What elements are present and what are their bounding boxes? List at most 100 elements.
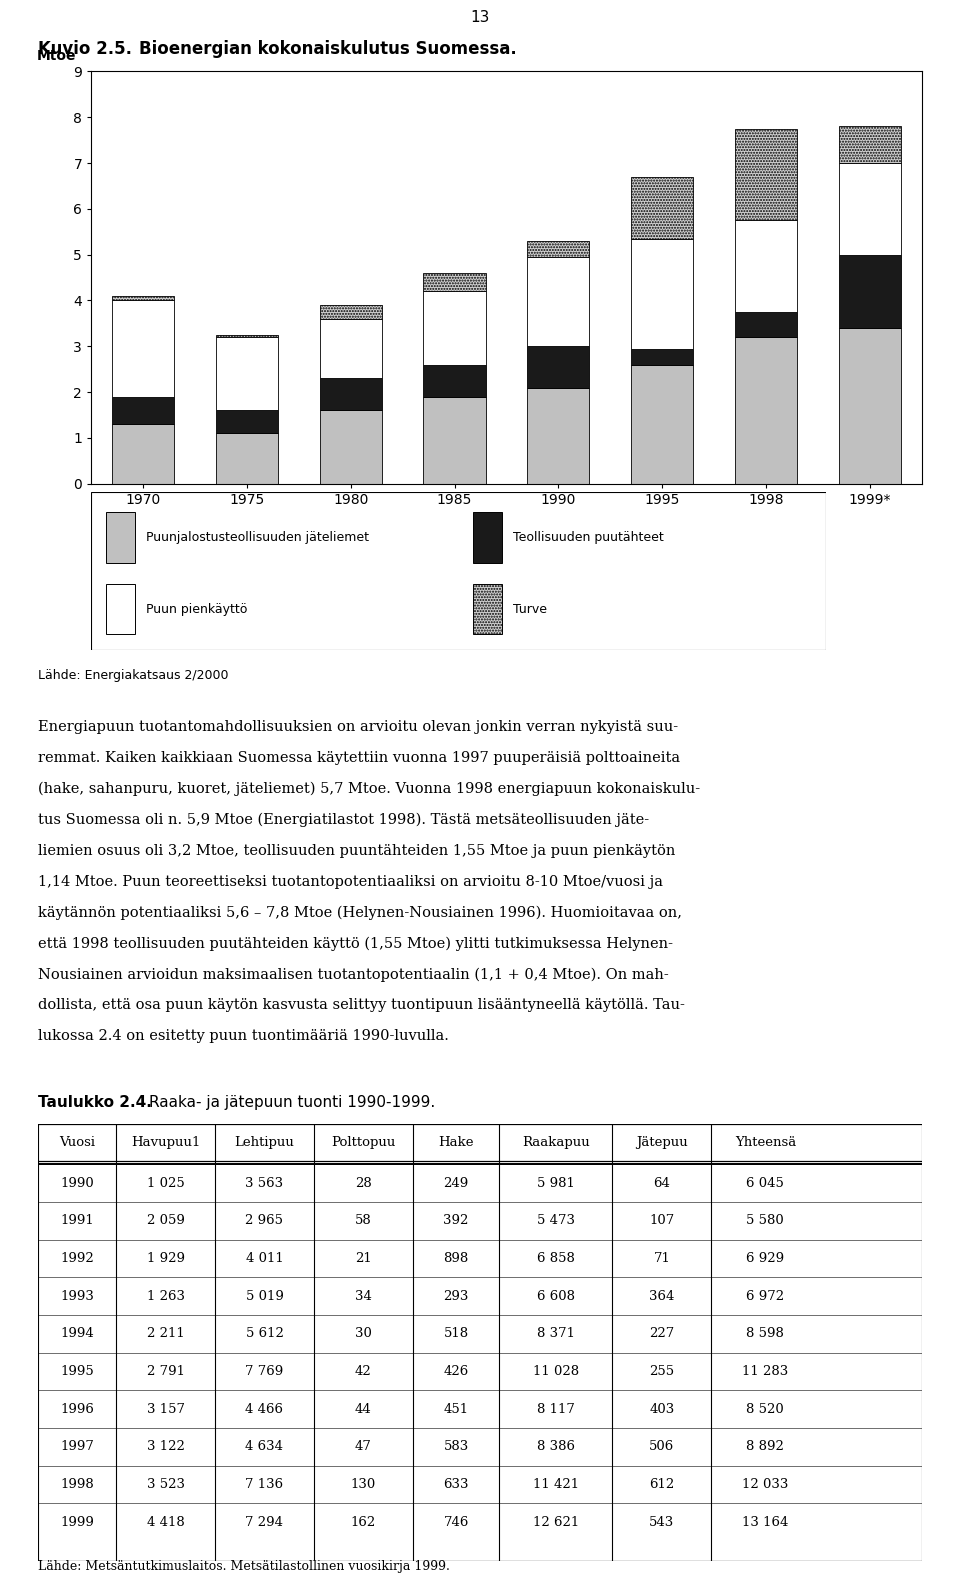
Text: liemien osuus oli 3,2 Mtoe, teollisuuden puuntähteiden 1,55 Mtoe ja puun pienkäy: liemien osuus oli 3,2 Mtoe, teollisuuden…	[38, 844, 676, 858]
Bar	[527, 346, 589, 387]
Bar	[216, 335, 278, 338]
Text: 1994: 1994	[60, 1327, 94, 1340]
Text: 506: 506	[649, 1440, 675, 1453]
Text: 3 523: 3 523	[147, 1478, 184, 1491]
Text: 28: 28	[355, 1177, 372, 1190]
Bar	[473, 512, 502, 563]
Text: Puun pienkäyttö: Puun pienkäyttö	[146, 603, 248, 615]
Text: 8 598: 8 598	[746, 1327, 784, 1340]
Text: dollista, että osa puun käytön kasvusta selittyy tuontipuun lisääntyneellä käytö: dollista, että osa puun käytön kasvusta …	[38, 999, 685, 1012]
Text: 403: 403	[649, 1402, 675, 1416]
Bar	[112, 297, 175, 300]
Text: 5 019: 5 019	[246, 1289, 283, 1302]
Bar	[216, 433, 278, 484]
Text: 1 929: 1 929	[147, 1251, 184, 1266]
Text: 255: 255	[649, 1366, 675, 1378]
Text: 1996: 1996	[60, 1402, 94, 1416]
Text: 3 122: 3 122	[147, 1440, 184, 1453]
Text: remmat. Kaiken kaikkiaan Suomessa käytettiin vuonna 1997 puuperäisiä polttoainei: remmat. Kaiken kaikkiaan Suomessa käytet…	[38, 752, 681, 764]
Text: 518: 518	[444, 1327, 468, 1340]
Text: 612: 612	[649, 1478, 675, 1491]
Text: 249: 249	[444, 1177, 468, 1190]
Text: 4 634: 4 634	[246, 1440, 283, 1453]
Text: Jätepuu: Jätepuu	[636, 1136, 687, 1148]
Bar	[320, 411, 382, 484]
Text: 162: 162	[350, 1516, 376, 1529]
Text: Yhteensä: Yhteensä	[734, 1136, 796, 1148]
Bar	[216, 338, 278, 411]
Text: 11 421: 11 421	[533, 1478, 579, 1491]
Text: 227: 227	[649, 1327, 675, 1340]
Text: 392: 392	[444, 1215, 468, 1228]
Bar	[106, 512, 135, 563]
Text: Kuvio 2.5.: Kuvio 2.5.	[38, 40, 132, 57]
Text: 1 263: 1 263	[147, 1289, 184, 1302]
Bar	[527, 387, 589, 484]
Text: Hake: Hake	[439, 1136, 474, 1148]
Text: Polttopuu: Polttopuu	[331, 1136, 396, 1148]
Text: 583: 583	[444, 1440, 468, 1453]
Text: 451: 451	[444, 1402, 468, 1416]
Text: 364: 364	[649, 1289, 675, 1302]
Text: 58: 58	[355, 1215, 372, 1228]
Text: 13 164: 13 164	[742, 1516, 788, 1529]
Text: lukossa 2.4 on esitetty puun tuontimääriä 1990-luvulla.: lukossa 2.4 on esitetty puun tuontimääri…	[38, 1029, 449, 1044]
Text: 6 045: 6 045	[746, 1177, 784, 1190]
Bar	[839, 255, 900, 328]
Text: 44: 44	[355, 1402, 372, 1416]
Bar	[734, 338, 797, 484]
Text: Taulukko 2.4.: Taulukko 2.4.	[38, 1096, 153, 1110]
Bar	[216, 411, 278, 433]
Bar	[839, 163, 900, 255]
Text: tus Suomessa oli n. 5,9 Mtoe (Energiatilastot 1998). Tästä metsäteollisuuden jät: tus Suomessa oli n. 5,9 Mtoe (Energiatil…	[38, 814, 650, 828]
Bar	[112, 396, 175, 423]
Bar	[423, 365, 486, 396]
Text: 5 612: 5 612	[246, 1327, 283, 1340]
Text: 11 283: 11 283	[742, 1366, 788, 1378]
Text: (hake, sahanpuru, kuoret, jäteliemet) 5,7 Mtoe. Vuonna 1998 energiapuun kokonais: (hake, sahanpuru, kuoret, jäteliemet) 5,…	[38, 782, 701, 796]
Bar	[839, 127, 900, 163]
Bar	[106, 584, 135, 634]
Bar	[320, 379, 382, 411]
Text: 2 965: 2 965	[246, 1215, 283, 1228]
Text: Lähde: Energiakatsaus 2/2000: Lähde: Energiakatsaus 2/2000	[38, 669, 228, 682]
Text: Raakapuu: Raakapuu	[522, 1136, 589, 1148]
Text: 12 621: 12 621	[533, 1516, 579, 1529]
Text: 6 972: 6 972	[746, 1289, 784, 1302]
Bar	[423, 292, 486, 365]
Text: 1998: 1998	[60, 1478, 94, 1491]
Text: 4 011: 4 011	[246, 1251, 283, 1266]
Text: Turve: Turve	[514, 603, 547, 615]
Text: 293: 293	[444, 1289, 468, 1302]
Text: että 1998 teollisuuden puutähteiden käyttö (1,55 Mtoe) ylitti tutkimuksessa Hely: että 1998 teollisuuden puutähteiden käyt…	[38, 936, 673, 952]
Text: 11 028: 11 028	[533, 1366, 579, 1378]
Text: 5 580: 5 580	[746, 1215, 784, 1228]
Text: 6 608: 6 608	[537, 1289, 575, 1302]
Text: 426: 426	[444, 1366, 468, 1378]
Text: 8 520: 8 520	[746, 1402, 784, 1416]
Text: 746: 746	[444, 1516, 468, 1529]
Bar	[423, 396, 486, 484]
Text: 1991: 1991	[60, 1215, 94, 1228]
Text: 543: 543	[649, 1516, 675, 1529]
Bar	[527, 257, 589, 346]
Text: 4 418: 4 418	[147, 1516, 184, 1529]
Text: 13: 13	[470, 10, 490, 25]
Text: Vuosi: Vuosi	[60, 1136, 95, 1148]
Text: Raaka- ja jätepuun tuonti 1990-1999.: Raaka- ja jätepuun tuonti 1990-1999.	[149, 1096, 435, 1110]
Text: 4 466: 4 466	[246, 1402, 283, 1416]
Bar	[473, 584, 502, 634]
Bar	[734, 220, 797, 312]
Text: 5 981: 5 981	[537, 1177, 575, 1190]
Bar	[320, 319, 382, 379]
Text: 633: 633	[444, 1478, 468, 1491]
Text: 107: 107	[649, 1215, 675, 1228]
Bar	[112, 300, 175, 396]
Text: 71: 71	[654, 1251, 670, 1266]
Text: 64: 64	[654, 1177, 670, 1190]
Bar	[112, 423, 175, 484]
Text: 30: 30	[355, 1327, 372, 1340]
Text: 3 157: 3 157	[147, 1402, 184, 1416]
Bar	[734, 312, 797, 338]
Bar	[631, 238, 693, 349]
